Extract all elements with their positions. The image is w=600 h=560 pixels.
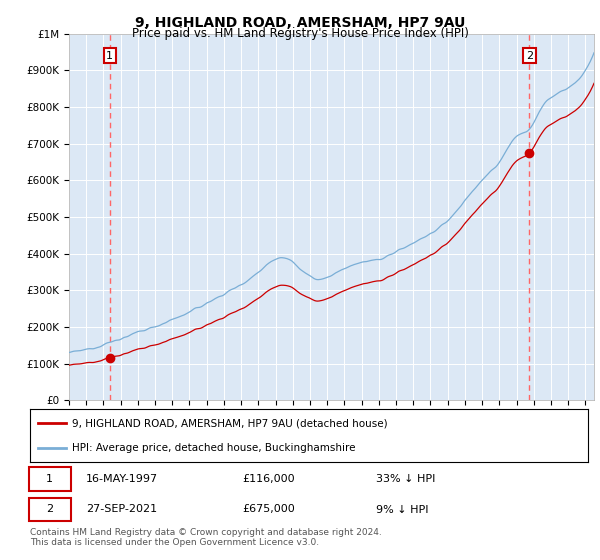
- Text: 9, HIGHLAND ROAD, AMERSHAM, HP7 9AU: 9, HIGHLAND ROAD, AMERSHAM, HP7 9AU: [135, 16, 465, 30]
- Text: 9, HIGHLAND ROAD, AMERSHAM, HP7 9AU (detached house): 9, HIGHLAND ROAD, AMERSHAM, HP7 9AU (det…: [72, 418, 388, 428]
- Text: Contains HM Land Registry data © Crown copyright and database right 2024.
This d: Contains HM Land Registry data © Crown c…: [30, 528, 382, 547]
- Text: 2: 2: [46, 505, 53, 515]
- Text: 27-SEP-2021: 27-SEP-2021: [86, 505, 157, 515]
- Text: 16-MAY-1997: 16-MAY-1997: [86, 474, 158, 484]
- Text: 1: 1: [46, 474, 53, 484]
- FancyBboxPatch shape: [29, 467, 71, 491]
- Text: 2: 2: [526, 50, 533, 60]
- Text: £675,000: £675,000: [242, 505, 295, 515]
- Text: 1: 1: [106, 50, 113, 60]
- Text: £116,000: £116,000: [242, 474, 295, 484]
- Text: HPI: Average price, detached house, Buckinghamshire: HPI: Average price, detached house, Buck…: [72, 442, 355, 452]
- Text: 33% ↓ HPI: 33% ↓ HPI: [376, 474, 436, 484]
- Text: 9% ↓ HPI: 9% ↓ HPI: [376, 505, 428, 515]
- FancyBboxPatch shape: [29, 498, 71, 521]
- Text: Price paid vs. HM Land Registry's House Price Index (HPI): Price paid vs. HM Land Registry's House …: [131, 27, 469, 40]
